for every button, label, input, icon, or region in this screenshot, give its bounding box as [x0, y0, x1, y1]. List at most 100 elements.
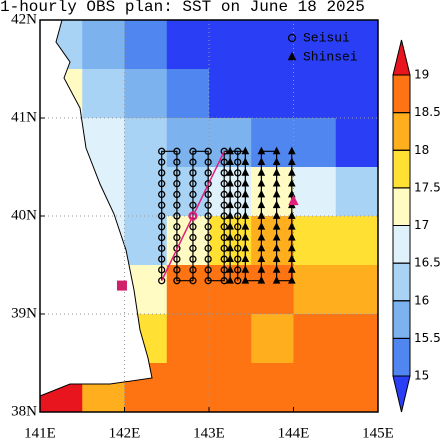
- station-marker: [204, 147, 212, 155]
- station-marker: [158, 190, 166, 199]
- sst-cell: [293, 314, 337, 364]
- station-marker: [226, 157, 234, 165]
- station-marker: [272, 275, 281, 284]
- sst-cell: [293, 118, 337, 168]
- sst-cell: [251, 363, 294, 413]
- sst-cell: [124, 69, 168, 119]
- station-marker: [204, 266, 212, 274]
- port-marker: [116, 280, 127, 291]
- station-marker: [220, 180, 228, 188]
- station-marker: [189, 255, 197, 263]
- sst-cell: [293, 167, 337, 217]
- sst-cell: [251, 265, 294, 315]
- x-tick-label: 142E: [109, 425, 141, 441]
- station-marker: [220, 255, 228, 263]
- station-marker: [220, 147, 228, 155]
- station-marker: [257, 254, 266, 263]
- sst-cell: [251, 118, 294, 168]
- station-marker: [234, 180, 242, 188]
- station-marker: [189, 180, 197, 188]
- station-marker: [220, 277, 228, 285]
- station-marker: [272, 168, 281, 176]
- station-marker: [234, 266, 242, 274]
- station-marker: [288, 243, 296, 252]
- station-marker: [204, 277, 212, 285]
- y-tick-label: 39N: [11, 305, 37, 321]
- station-marker: [272, 265, 281, 273]
- station-marker: [204, 169, 212, 177]
- station-marker: [234, 255, 242, 263]
- station-marker: [189, 201, 197, 209]
- station-marker: [288, 146, 296, 155]
- station-marker: [220, 201, 228, 209]
- station-marker: [158, 169, 166, 177]
- station-marker: [272, 232, 281, 241]
- land: [39, 19, 153, 397]
- colorbar-label: 16.5: [414, 256, 441, 270]
- station-marker: [158, 212, 166, 220]
- sst-cell: [166, 314, 210, 364]
- sst-cell: [209, 363, 252, 413]
- colorbar-segment: [392, 262, 411, 302]
- sst-cell: [293, 216, 337, 266]
- station-marker: [173, 212, 181, 220]
- station-marker: [173, 223, 181, 231]
- station-marker: [272, 178, 281, 187]
- station-marker: [234, 244, 242, 252]
- station-marker: [241, 222, 250, 230]
- colorbar-segment: [392, 149, 411, 189]
- sst-cell: [82, 69, 125, 119]
- station-marker: [158, 223, 166, 231]
- station-marker: [257, 178, 266, 187]
- station-marker: [226, 265, 234, 273]
- colorbar-label: 18.5: [414, 105, 441, 119]
- sst-cell: [335, 20, 379, 70]
- legend-label: Seisui: [303, 30, 350, 45]
- station-marker: [241, 265, 250, 273]
- station-marker: [173, 180, 181, 188]
- station-marker: [189, 190, 197, 199]
- station-marker: [220, 169, 228, 177]
- planned-route: [161, 150, 225, 282]
- y-tick-label: 41N: [11, 109, 37, 125]
- station-marker: [287, 51, 297, 61]
- station-marker: [288, 265, 296, 273]
- station-marker: [257, 222, 266, 230]
- station-marker: [272, 222, 281, 230]
- station-marker: [226, 178, 234, 187]
- sst-cell: [82, 20, 125, 70]
- sst-cell: [166, 363, 210, 413]
- colorbar-label: 17.5: [414, 180, 441, 194]
- station-marker: [158, 180, 166, 188]
- station-marker: [204, 180, 212, 188]
- station-marker: [220, 158, 228, 166]
- station-marker: [241, 168, 250, 176]
- station-marker: [226, 211, 234, 219]
- station-marker: [158, 233, 166, 242]
- station-marker: [173, 147, 181, 155]
- station-marker: [189, 223, 197, 231]
- station-marker: [234, 190, 242, 199]
- sst-cell: [293, 69, 337, 119]
- station-marker: [158, 158, 166, 166]
- station-marker: [241, 232, 250, 241]
- colorbar-label: 16: [414, 293, 429, 307]
- station-marker: [288, 211, 296, 219]
- station-marker: [257, 189, 266, 198]
- colorbar-over: [392, 39, 411, 76]
- colorbar-segment: [392, 74, 411, 114]
- station-marker: [158, 201, 166, 209]
- title: 1-hourly OBS plan: SST on June 18 2025: [0, 0, 365, 16]
- colorbar: 15 15.5 16 16.5 17 17.5 18 18.5 19: [392, 39, 441, 413]
- sst-cell: [166, 20, 210, 70]
- station-marker: [288, 194, 299, 206]
- station-marker: [257, 243, 266, 252]
- station-marker: [220, 223, 228, 231]
- station-marker: [241, 243, 250, 252]
- station-marker: [288, 157, 296, 165]
- station-marker: [220, 190, 228, 199]
- station-marker: [189, 266, 197, 274]
- colorbar-segment: [392, 225, 411, 264]
- station-marker: [288, 275, 296, 284]
